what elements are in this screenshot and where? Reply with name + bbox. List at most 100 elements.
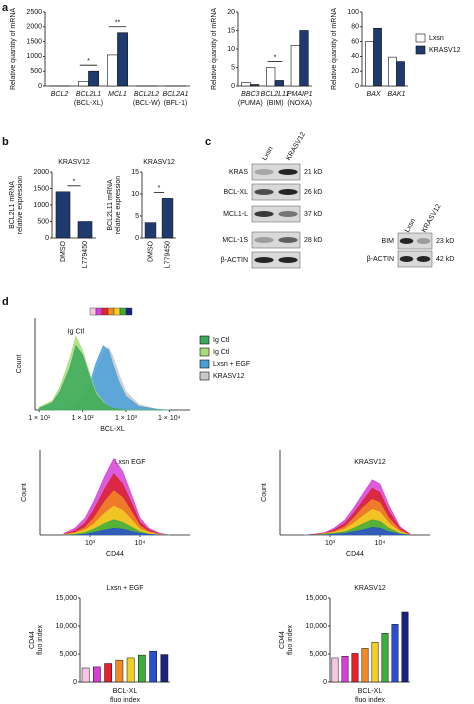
bar bbox=[126, 657, 135, 683]
legend-swatch bbox=[199, 371, 210, 381]
legend-label: Ig Ctl bbox=[213, 349, 230, 356]
histogram-area bbox=[38, 344, 170, 411]
protein-label: β-ACTIN bbox=[367, 256, 394, 263]
bar bbox=[104, 663, 112, 683]
y-tick-label: 0 bbox=[38, 83, 42, 90]
x-tick-label: L779450 bbox=[164, 241, 171, 268]
y-axis-label: Count bbox=[261, 483, 268, 502]
panel-label: c bbox=[205, 136, 211, 148]
legend-swatch bbox=[199, 335, 210, 345]
x-tick-label: 10⁴ bbox=[135, 540, 146, 547]
y-tick-label: 5 bbox=[231, 64, 235, 71]
gate-strip bbox=[89, 307, 133, 316]
gate bbox=[113, 307, 121, 316]
bar bbox=[88, 70, 99, 87]
x-tick-label: 1 × 10¹ bbox=[28, 415, 51, 422]
chart-title: KRASV12 bbox=[143, 159, 175, 166]
x-tick-label: 10³ bbox=[85, 540, 96, 547]
chart-title: KRASV12 bbox=[354, 459, 386, 466]
gate bbox=[107, 307, 115, 316]
y-axis-label: BCL2L11 mRNA bbox=[107, 179, 114, 231]
y-tick-label: 2000 bbox=[26, 24, 42, 31]
y-axis-label: Count bbox=[16, 355, 23, 374]
y-tick-label: 2000 bbox=[33, 169, 49, 176]
chart-title: Lxsn EGF bbox=[114, 459, 145, 466]
y-tick-label: 2500 bbox=[26, 9, 42, 16]
histogram-area bbox=[303, 527, 411, 536]
y-tick-label: 1500 bbox=[33, 185, 49, 192]
x-tick-label: PMAIP1 bbox=[287, 91, 313, 98]
x-tick-note: (BCL-W) bbox=[133, 100, 160, 107]
y-tick-label: 60 bbox=[351, 38, 359, 45]
bar bbox=[388, 56, 397, 87]
y-axis-label: fluo index bbox=[287, 625, 294, 655]
y-tick-label: 10,000 bbox=[306, 623, 328, 630]
blot-band bbox=[399, 238, 414, 244]
y-tick-label: 0 bbox=[135, 235, 139, 242]
bar bbox=[117, 32, 128, 87]
y-tick-label: 20 bbox=[227, 9, 235, 16]
blot-band bbox=[278, 211, 298, 217]
blot-band bbox=[278, 169, 298, 175]
bar bbox=[144, 222, 157, 239]
bar bbox=[331, 657, 339, 683]
legend-swatch bbox=[199, 347, 210, 357]
significance: * bbox=[73, 179, 76, 186]
chart-title: Lxsn + EGF bbox=[106, 585, 143, 592]
y-tick-label: 100 bbox=[347, 9, 359, 16]
bar bbox=[266, 67, 276, 87]
y-tick-label: 0 bbox=[73, 679, 77, 686]
x-tick-note: (BFL-1) bbox=[164, 100, 188, 107]
y-axis-label: BCL2L1 mRNA bbox=[9, 181, 16, 229]
y-axis-label: CD44 bbox=[29, 631, 36, 649]
x-tick-label: L779450 bbox=[82, 241, 89, 268]
protein-label: MCL-1S bbox=[222, 237, 248, 244]
y-tick-label: 10,000 bbox=[56, 623, 78, 630]
blot-strip bbox=[251, 163, 301, 181]
bar bbox=[93, 666, 101, 683]
size-label: 21 kD bbox=[304, 169, 322, 176]
x-tick-label: BCL2L11 bbox=[261, 91, 290, 98]
bar bbox=[391, 624, 399, 683]
bar bbox=[381, 633, 389, 683]
chart-title: KRASV12 bbox=[354, 585, 386, 592]
y-axis-label: CD44 bbox=[279, 631, 286, 649]
y-tick-label: 80 bbox=[351, 24, 359, 31]
blot-band bbox=[399, 256, 414, 262]
y-axis-label: Relative quantity of mRNA bbox=[10, 8, 17, 90]
y-tick-label: 1500 bbox=[26, 38, 42, 45]
y-tick-label: 40 bbox=[351, 53, 359, 60]
y-tick-label: 500 bbox=[37, 218, 49, 225]
legend-label: Ig Ctl bbox=[213, 337, 230, 344]
y-tick-label: 20 bbox=[351, 68, 359, 75]
y-tick-label: 5 bbox=[135, 213, 139, 220]
legend-label: Lxsn bbox=[429, 35, 444, 42]
bar bbox=[107, 54, 118, 87]
panel-label: b bbox=[2, 136, 9, 148]
protein-label: β-ACTIN bbox=[221, 257, 248, 264]
x-axis-label: CD44 bbox=[106, 551, 124, 558]
bar bbox=[371, 641, 379, 683]
blot-band bbox=[254, 169, 274, 175]
significance: * bbox=[158, 185, 161, 192]
x-tick-note: (NOXA) bbox=[287, 100, 312, 107]
protein-label: BCL-XL bbox=[223, 189, 248, 196]
bar bbox=[160, 654, 169, 683]
y-tick-label: 5,000 bbox=[59, 651, 77, 658]
blot-band bbox=[278, 189, 298, 195]
blot-band bbox=[278, 237, 298, 243]
bar bbox=[161, 198, 174, 239]
x-axis-label: BCL-XL bbox=[358, 688, 383, 695]
legend-swatch bbox=[199, 359, 210, 369]
y-axis-label: relative expression bbox=[115, 176, 122, 234]
blot-strip bbox=[397, 250, 433, 268]
significance: * bbox=[87, 58, 90, 65]
bar bbox=[149, 650, 157, 683]
x-tick-label: 1 × 10² bbox=[72, 415, 95, 422]
y-tick-label: 0 bbox=[323, 679, 327, 686]
bar bbox=[55, 191, 71, 239]
size-label: 28 kD bbox=[304, 237, 322, 244]
legend-label: KRASV12 bbox=[213, 373, 245, 380]
y-tick-label: 1000 bbox=[33, 202, 49, 209]
histogram-area bbox=[63, 527, 171, 536]
